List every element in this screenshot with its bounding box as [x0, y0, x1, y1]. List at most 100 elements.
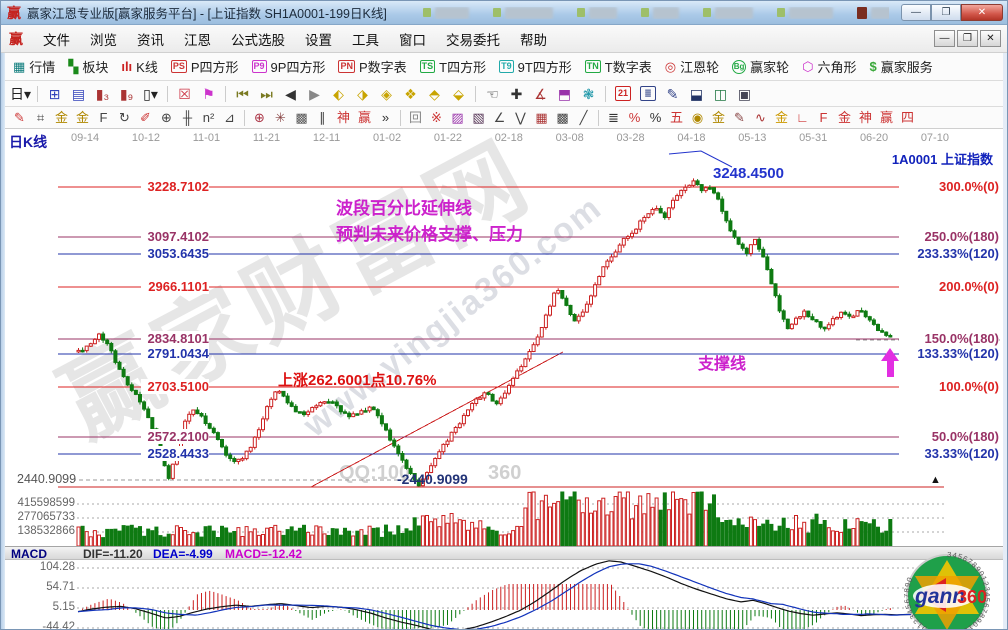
f-grid-icon[interactable]: F [99, 109, 108, 125]
tool-winner-wheel[interactable]: Bg 赢家轮 [732, 57, 789, 76]
pattern-match-icon[interactable]: ❃ [582, 85, 595, 102]
right-frame-edge[interactable] [1003, 53, 1007, 629]
box-frame-icon[interactable]: 回 [408, 109, 422, 125]
circle-grid-icon[interactable]: ⊕ [161, 109, 172, 125]
tool-kline[interactable]: ılı K线 [121, 57, 158, 76]
zoom-in-h-icon[interactable]: ❖ [404, 85, 417, 102]
menu-tools[interactable]: 工具 [352, 32, 379, 48]
gold-grid-b-icon[interactable]: 金 [75, 109, 89, 125]
brush-icon[interactable]: ✎ [14, 109, 25, 125]
menu-browse[interactable]: 浏览 [90, 32, 117, 48]
n-square-icon[interactable]: n² [202, 109, 215, 125]
menu-gann[interactable]: 江恩 [184, 32, 211, 48]
data-export-icon[interactable]: ▣ [737, 85, 752, 102]
shade-grid-icon[interactable]: ▧ [472, 109, 485, 125]
tool-p-number-table[interactable]: PN P数字表 [338, 57, 407, 76]
shen-angle-icon[interactable]: 神 [858, 109, 872, 125]
double-tick-icon[interactable]: ∥ [319, 109, 326, 125]
menu-help[interactable]: 帮助 [520, 32, 547, 48]
menu-formula-stock-pick[interactable]: 公式选股 [231, 32, 285, 48]
si-angle-icon[interactable]: 四 [900, 109, 914, 125]
zoom-out-h-icon[interactable]: ◈ [381, 85, 392, 102]
angle-ruler-icon[interactable]: ⊿ [224, 109, 235, 125]
percent-slope-icon[interactable]: % [628, 109, 641, 125]
menu-news[interactable]: 资讯 [137, 32, 164, 48]
gold-level-icon[interactable]: 金 [711, 109, 725, 125]
block-grid-icon[interactable]: ▩ [556, 109, 569, 125]
candle-style-icon[interactable]: ▯▾ [143, 85, 158, 102]
minimize-button[interactable]: — [901, 4, 931, 21]
purple-grid-icon[interactable]: ▨ [451, 109, 464, 125]
shen-tool-icon[interactable]: 神 [336, 109, 350, 125]
menu-window[interactable]: 窗口 [399, 32, 426, 48]
last-bar-icon[interactable]: ⏭ [260, 85, 273, 102]
angle-fan-icon[interactable]: ∟ [796, 109, 809, 125]
save-icon[interactable]: ⬓ [689, 85, 704, 102]
pan-hand-icon[interactable]: ☜ [486, 85, 499, 102]
ying-angle-icon[interactable]: 赢 [879, 109, 893, 125]
menu-file[interactable]: 文件 [43, 32, 70, 48]
dense-grid-icon[interactable]: ▦ [535, 109, 548, 125]
gann-box-icon[interactable]: ☒ [178, 85, 191, 102]
next-bar-icon[interactable]: ▶ [309, 85, 320, 102]
wave-icon[interactable]: ∿ [755, 109, 766, 125]
calendar-21-icon[interactable]: 21 [615, 86, 631, 101]
price-ladder-icon[interactable]: ≣ [608, 109, 619, 125]
color-flag-icon[interactable]: ⚑ [202, 85, 215, 102]
close-button[interactable]: ✕ [961, 4, 1003, 21]
spiral-icon[interactable]: ↻ [119, 109, 130, 125]
multi-percent-icon[interactable]: 五 [669, 109, 683, 125]
tool-p-square[interactable]: PS P四方形 [170, 57, 239, 76]
gann-grid-icon[interactable]: ⌗ [36, 109, 45, 125]
f-fan-icon[interactable]: F [819, 109, 828, 125]
angle-measure-icon[interactable]: ∡ [534, 85, 547, 102]
menu-trade-entrust[interactable]: 交易委托 [446, 32, 500, 48]
star-web-icon[interactable]: ✳ [275, 109, 286, 125]
window-style-icon[interactable]: ⬒ [557, 85, 572, 102]
gold-fan-icon[interactable]: 金 [774, 109, 788, 125]
ink-brush-icon[interactable]: ✎ [734, 109, 745, 125]
child-close-button[interactable]: ✕ [980, 30, 1001, 47]
target-circle-icon[interactable]: ⊕ [254, 109, 265, 125]
line-grid-icon[interactable]: ╫ [182, 109, 193, 125]
slant-set-icon[interactable]: ╱ [579, 109, 588, 125]
zoom-all-icon[interactable]: ⬙ [453, 85, 464, 102]
calculator-icon[interactable]: ≣ [640, 86, 656, 101]
angle-line-icon[interactable]: ∠ [493, 109, 506, 125]
percent-icon[interactable]: % [649, 109, 662, 125]
restore-button[interactable]: ❐ [931, 4, 961, 21]
bar-chart-9-icon[interactable]: ▮₉ [119, 85, 134, 102]
chart-layout-icon[interactable]: ⊞ [48, 85, 61, 102]
tool-sectors[interactable]: ▚ 板块 [68, 57, 108, 76]
prev-bar-icon[interactable]: ◀ [285, 85, 296, 102]
bar-chart-3-icon[interactable]: ▮₃ [95, 85, 110, 102]
first-bar-icon[interactable]: ⏮ [236, 85, 249, 102]
tool-t-square[interactable]: TS T四方形 [419, 57, 486, 76]
tool-hexagon[interactable]: ⬡ 六角形 [802, 57, 856, 76]
shift-left-icon[interactable]: ⬖ [333, 85, 344, 102]
gold-angle-icon[interactable]: 金 [837, 109, 851, 125]
info-page-icon[interactable]: ▤ [71, 85, 86, 102]
child-restore-button[interactable]: ❐ [957, 30, 978, 47]
menu-settings[interactable]: 设置 [305, 32, 332, 48]
brush-red-icon[interactable]: ✐ [140, 109, 151, 125]
tool-t-number-table[interactable]: TN T数字表 [584, 57, 652, 76]
more-tools-icon[interactable]: » [381, 109, 390, 125]
shift-right-icon[interactable]: ⬗ [357, 85, 368, 102]
zoom-v-icon[interactable]: ⬘ [429, 85, 440, 102]
ray-fan-icon[interactable]: ※ [431, 109, 442, 125]
tool-9t-square[interactable]: T9 9T四方形 [499, 57, 572, 76]
tool-gann-wheel[interactable]: ◎ 江恩轮 [665, 57, 719, 76]
web-grid-icon[interactable]: ▩ [295, 109, 308, 125]
gold-grid-a-icon[interactable]: 金 [54, 109, 68, 125]
child-minimize-button[interactable]: — [934, 30, 955, 47]
ying-tool-icon[interactable]: 赢 [357, 109, 371, 125]
notes-icon[interactable]: ✎ [666, 85, 679, 102]
gold-circle-icon[interactable]: ◉ [691, 109, 704, 125]
save-picture-icon[interactable]: ◫ [713, 85, 728, 102]
tool-winner-service[interactable]: $ 赢家服务 [870, 57, 933, 76]
crosshair-icon[interactable]: ✚ [510, 85, 523, 102]
period-selector-icon[interactable]: 日▾ [9, 85, 32, 102]
tool-quotes[interactable]: ▦ 行情 [13, 57, 55, 76]
tool-9p-square[interactable]: P9 9P四方形 [251, 57, 325, 76]
